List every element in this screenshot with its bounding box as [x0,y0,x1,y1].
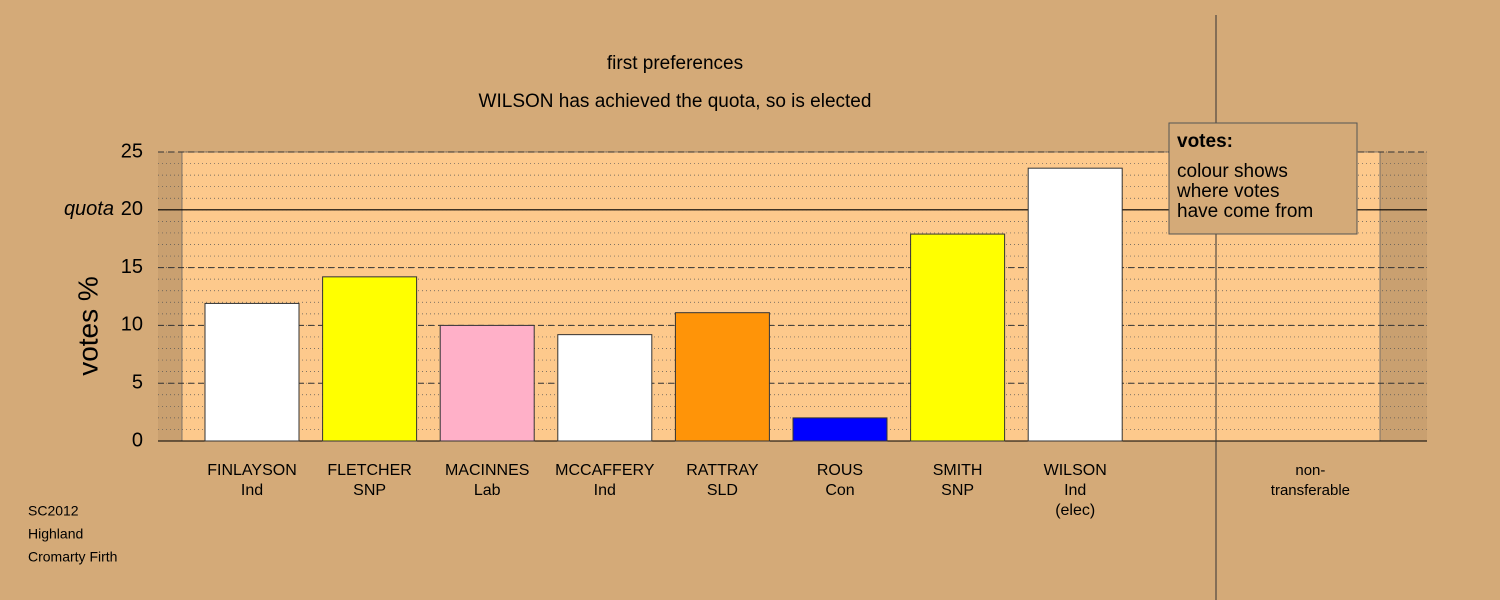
bar [204,302,300,442]
y-tick-label: 15 [121,256,143,278]
x-tick-label: Con [825,482,854,499]
x-tick-label: ROUS [817,462,863,479]
bar [322,276,418,442]
bar [792,417,888,442]
chart-title: first preferences [607,53,743,74]
x-tick-label: MACINNES [445,462,529,479]
x-tick-label: SNP [353,482,386,499]
x-tick-label: transferable [1271,482,1350,499]
legend-text: colour shows [1177,161,1288,182]
footer-text: Highland [28,526,83,542]
x-tick-label: Ind [1064,482,1086,499]
x-tick-label: SMITH [933,462,983,479]
y-tick-label: 10 [121,314,143,336]
y-tick-label: 25 [121,140,143,162]
x-tick-label: MCCAFFERY [555,462,655,479]
x-tick-label: SLD [707,482,738,499]
x-tick-label: WILSON [1044,462,1107,479]
x-tick-label: Ind [594,482,616,499]
x-tick-label: non- [1295,462,1325,479]
bar [674,312,770,442]
x-tick-label: FLETCHER [327,462,411,479]
chart-subtitle: WILSON has achieved the quota, so is ele… [479,91,872,112]
y-axis-label: votes % [72,276,103,376]
y-tick-label: 0 [132,429,143,451]
y-tick-label: 5 [132,371,143,393]
legend-title: votes: [1177,131,1233,152]
footer-text: SC2012 [28,503,79,519]
x-tick-label: Ind [241,482,263,499]
bar [910,233,1006,442]
x-tick-label: SNP [941,482,974,499]
x-tick-label: Lab [474,482,501,499]
x-tick-label: (elec) [1055,502,1095,519]
legend-text: where votes [1176,181,1279,202]
bar [439,324,535,442]
x-tick-label: FINLAYSON [207,462,297,479]
x-tick-label: RATTRAY [686,462,759,479]
bar [1027,167,1123,442]
footer-text: Cromarty Firth [28,549,117,565]
legend-box [1168,122,1358,235]
legend-text: have come from [1177,201,1313,222]
y-tick-label: 20 [121,198,143,220]
bar [557,334,653,442]
quota-label: quota [64,198,114,220]
